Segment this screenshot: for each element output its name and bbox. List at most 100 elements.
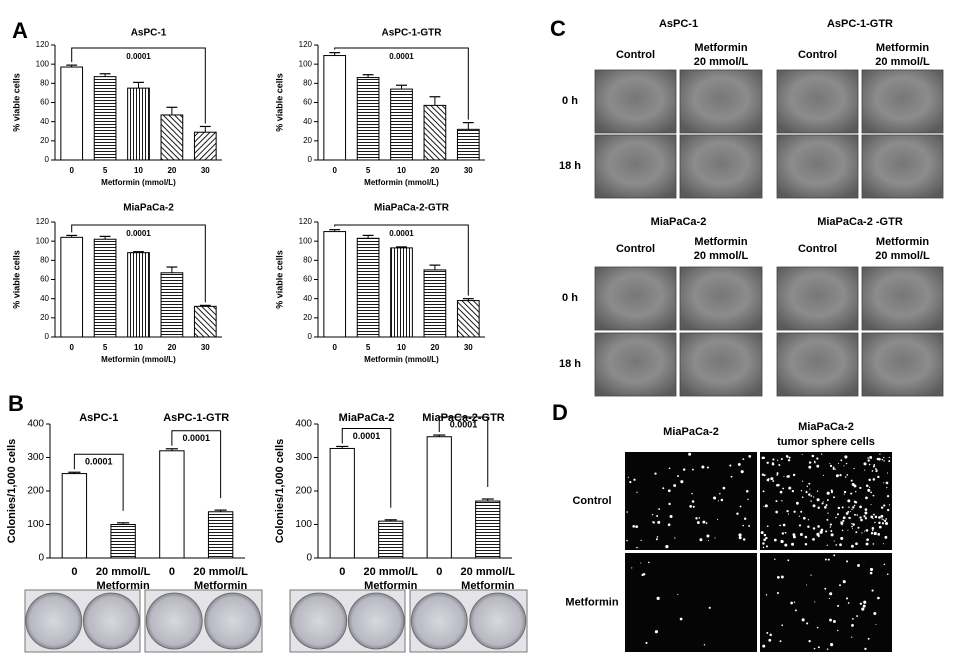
- sphere: [850, 492, 853, 495]
- sphere: [645, 641, 648, 644]
- bar: [159, 450, 185, 559]
- sphere: [679, 617, 683, 621]
- sphere: [667, 489, 671, 493]
- bar: [60, 236, 84, 338]
- sphere: [870, 532, 874, 535]
- x-tick-label: 5: [103, 343, 108, 352]
- plate: [469, 592, 527, 650]
- plate: [290, 592, 348, 650]
- sphere: [802, 516, 806, 520]
- sphere: [636, 546, 638, 549]
- sphere: [648, 561, 650, 564]
- row-label: 18 h: [559, 358, 581, 370]
- sphere: [762, 644, 766, 648]
- sphere: [885, 481, 889, 485]
- y-tick-label: 100: [36, 236, 50, 245]
- y-tick-label: 60: [303, 275, 312, 284]
- y-tick-label: 120: [36, 217, 50, 226]
- group-title: AsPC-1-GTR: [163, 412, 229, 424]
- sphere: [824, 506, 827, 509]
- bar: [93, 76, 117, 161]
- sphere: [760, 531, 764, 535]
- significance-label: 0.0001: [389, 52, 414, 61]
- sphere: [682, 468, 686, 471]
- sphere: [850, 479, 853, 482]
- sphere: [879, 453, 881, 455]
- sphere: [677, 475, 679, 478]
- sphere: [873, 464, 876, 466]
- sphere: [832, 467, 835, 470]
- sphere: [825, 504, 828, 507]
- sphere: [763, 533, 767, 537]
- sphere: [829, 464, 833, 467]
- x-axis-label: Metformin (mmol/L): [364, 355, 439, 364]
- sphere: [738, 536, 742, 540]
- x-tick-label: 0: [332, 166, 337, 175]
- bar: [160, 114, 184, 161]
- sphere: [802, 480, 804, 482]
- y-tick-label: 60: [303, 98, 312, 107]
- sphere: [841, 506, 844, 509]
- sphere: [870, 504, 872, 506]
- sphere: [662, 487, 665, 490]
- plate: [82, 592, 140, 650]
- y-tick-label: 200: [27, 486, 44, 497]
- sphere: [833, 540, 835, 542]
- bar: [426, 436, 452, 559]
- sphere: [781, 532, 785, 535]
- x-tick-label: 10: [134, 343, 143, 352]
- sphere: [888, 504, 891, 506]
- sphere: [766, 631, 769, 634]
- y-tick-label: 400: [295, 419, 312, 430]
- sphere: [830, 529, 833, 532]
- sphere: [885, 521, 889, 526]
- sphere: [877, 533, 881, 536]
- y-tick-label: 20: [40, 136, 49, 145]
- y-tick-label: 20: [40, 313, 49, 322]
- column-subheader: 20 mmol/L: [694, 250, 749, 262]
- y-axis-label: Colonies/1,000 cells: [6, 439, 18, 544]
- sphere: [881, 518, 883, 520]
- sphere: [787, 456, 789, 458]
- significance-label: 0.0001: [389, 229, 414, 238]
- x-tick-label: 20 mmol/L: [193, 566, 248, 578]
- sphere: [874, 468, 877, 470]
- sphere: [811, 454, 815, 458]
- panel-label: A: [12, 18, 28, 43]
- sphere: [842, 516, 846, 520]
- y-tick-label: 0: [306, 553, 312, 564]
- sphere: [822, 501, 824, 503]
- sphere: [775, 510, 778, 514]
- sphere: [826, 491, 830, 495]
- micrograph: [679, 134, 763, 199]
- sphere: [766, 525, 769, 528]
- sphere: [842, 580, 846, 584]
- column-header: MiaPaCa-2: [663, 426, 719, 438]
- sphere: [851, 523, 853, 525]
- sphere: [871, 470, 874, 472]
- y-tick-label: 60: [40, 98, 49, 107]
- sphere: [884, 535, 888, 539]
- x-tick-sublabel: Metformin: [97, 580, 150, 592]
- y-tick-label: 0: [38, 553, 44, 564]
- sphere: [827, 558, 830, 561]
- sphere: [794, 609, 797, 612]
- y-tick-label: 100: [299, 236, 313, 245]
- significance-bracket: [71, 224, 206, 303]
- sphere: [633, 478, 636, 481]
- micrograph: [679, 332, 763, 397]
- sphere: [705, 522, 708, 524]
- sphere: [886, 494, 890, 498]
- sphere: [833, 554, 836, 557]
- sphere: [806, 485, 809, 488]
- sphere: [808, 639, 811, 643]
- y-axis-label: % viable cells: [11, 250, 21, 309]
- sphere: [674, 537, 676, 539]
- sphere: [878, 521, 881, 525]
- sphere: [882, 519, 884, 521]
- sphere: [856, 615, 858, 617]
- sphere: [873, 513, 875, 516]
- column-header: Metformin: [694, 236, 747, 248]
- x-axis-label: Metformin (mmol/L): [101, 178, 176, 187]
- sphere: [722, 486, 726, 490]
